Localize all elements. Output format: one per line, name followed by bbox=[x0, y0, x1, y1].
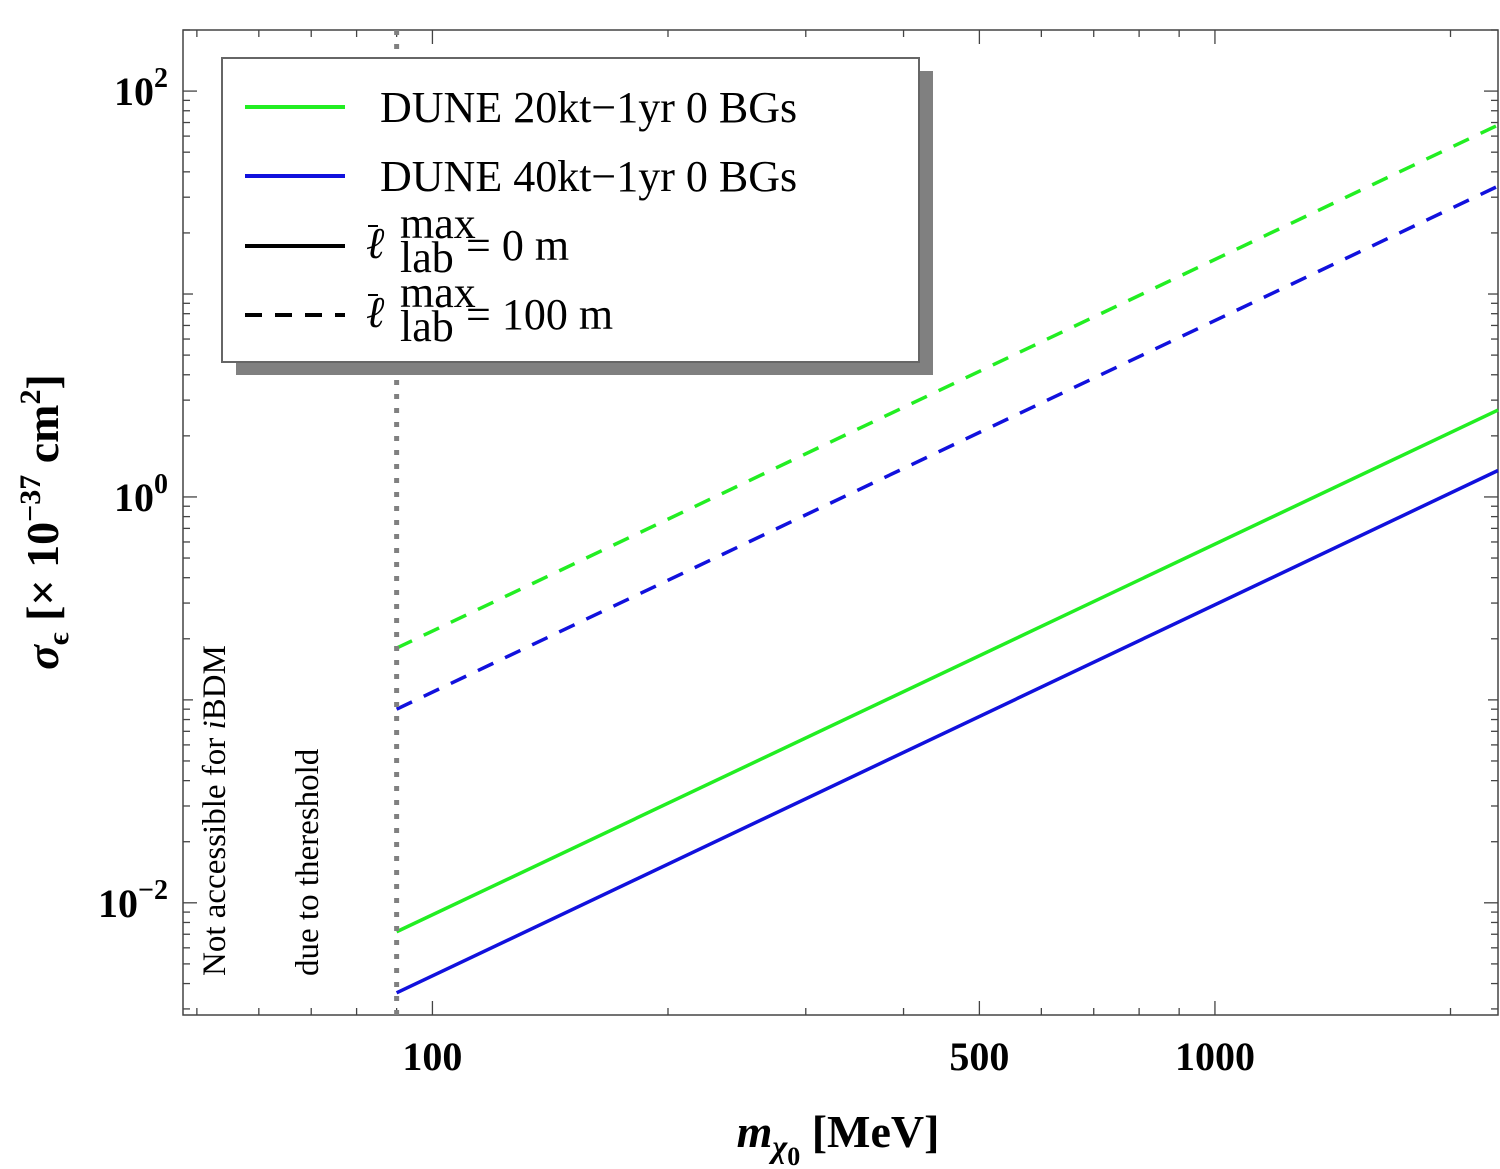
x-tick-label: 500 bbox=[949, 1034, 1009, 1079]
legend-label-0m: ℓ max lab = 0 m bbox=[366, 199, 569, 282]
svg-text:lab: lab bbox=[400, 302, 454, 351]
x-tick-label: 100 bbox=[402, 1034, 462, 1079]
svg-text:= 100 m: = 100 m bbox=[466, 290, 613, 339]
x-axis-label: mχ0 [MeV] bbox=[737, 1106, 940, 1169]
x-tick-label: 1000 bbox=[1175, 1034, 1255, 1079]
legend-label-100m: ℓ max lab = 100 m bbox=[366, 268, 613, 351]
legend-label-40kt: DUNE 40kt−1yr 0 BGs bbox=[380, 152, 797, 201]
plot-frame bbox=[182, 29, 1499, 1016]
annotation-line-1: Not accessible for iBDM bbox=[197, 645, 233, 976]
annotation-line-2: due to thereshold bbox=[290, 748, 326, 976]
series-line-3 bbox=[395, 184, 1499, 711]
svg-text:lab: lab bbox=[400, 233, 454, 282]
series-line-1 bbox=[395, 468, 1499, 995]
svg-text:ℓ: ℓ bbox=[366, 219, 385, 268]
svg-text:ℓ: ℓ bbox=[366, 288, 385, 337]
legend-label-20kt: DUNE 20kt−1yr 0 BGs bbox=[380, 83, 797, 132]
legend: DUNE 20kt−1yr 0 BGs DUNE 40kt−1yr 0 BGs … bbox=[221, 57, 933, 375]
y-tick-label: 102 bbox=[114, 63, 168, 114]
y-tick-label: 100 bbox=[114, 469, 168, 520]
svg-text:max: max bbox=[400, 268, 476, 317]
series-line-2 bbox=[395, 123, 1499, 650]
y-axis-label: σϵ [× 10−37 cm2] bbox=[14, 374, 75, 670]
svg-text:max: max bbox=[400, 199, 476, 248]
series-line-0 bbox=[395, 408, 1499, 934]
y-tick-label: 10−2 bbox=[98, 875, 168, 926]
svg-text:= 0 m: = 0 m bbox=[466, 221, 569, 270]
